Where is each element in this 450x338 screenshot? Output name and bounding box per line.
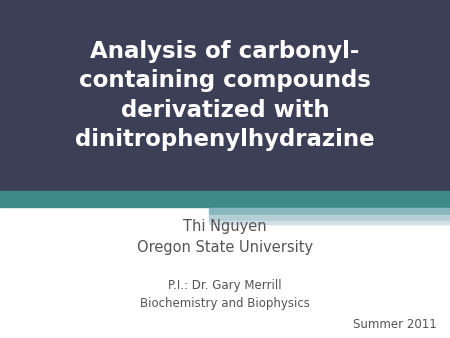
Bar	[0, 0, 450, 191]
Text: P.I.: Dr. Gary Merrill
Biochemistry and Biophysics: P.I.: Dr. Gary Merrill Biochemistry and …	[140, 279, 310, 310]
Text: Analysis of carbonyl-
containing compounds
derivatized with
dinitrophenylhydrazi: Analysis of carbonyl- containing compoun…	[75, 40, 375, 151]
Bar	[209, 221, 450, 224]
Bar	[209, 208, 450, 214]
Text: Thi Nguyen
Oregon State University: Thi Nguyen Oregon State University	[137, 219, 313, 255]
Bar	[0, 191, 450, 207]
Bar	[209, 215, 450, 220]
Text: Summer 2011: Summer 2011	[353, 318, 436, 331]
